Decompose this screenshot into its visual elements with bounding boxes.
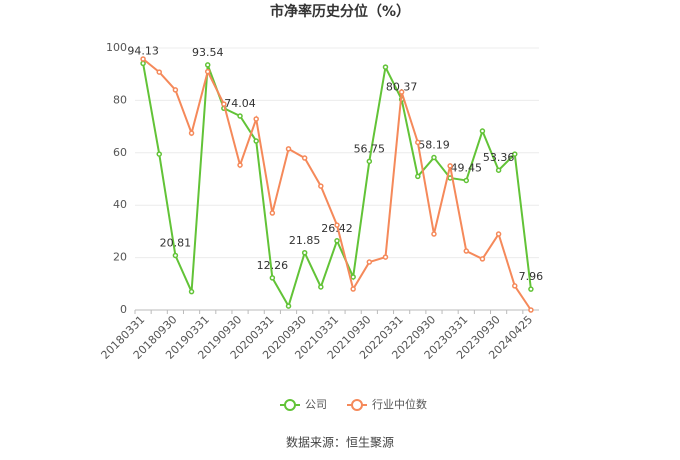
point xyxy=(350,286,356,292)
point xyxy=(334,222,340,228)
data-label: 49.45 xyxy=(451,161,483,174)
point xyxy=(318,284,324,290)
data-label: 21.85 xyxy=(289,234,321,247)
point xyxy=(237,162,243,168)
legend-marker xyxy=(351,399,363,411)
point xyxy=(269,210,276,216)
point xyxy=(431,154,437,161)
point xyxy=(479,128,486,134)
point xyxy=(172,87,179,93)
source-note: 数据来源：恒生聚源 xyxy=(286,435,394,450)
legend: 公司 行业中位数 xyxy=(280,397,427,411)
point xyxy=(237,113,243,119)
legend-label: 公司 xyxy=(305,398,327,411)
data-label: 74.04 xyxy=(224,97,256,110)
point xyxy=(463,177,470,184)
point xyxy=(398,89,405,95)
y-tick-label: 40 xyxy=(113,198,127,211)
point xyxy=(172,252,179,259)
data-label: 56.75 xyxy=(354,142,386,155)
y-tick-label: 20 xyxy=(113,251,127,264)
series-line xyxy=(142,58,532,311)
point xyxy=(188,288,195,295)
point xyxy=(463,248,470,254)
data-label: 53.36 xyxy=(483,151,515,164)
point xyxy=(431,231,437,237)
point xyxy=(495,231,502,237)
legend-marker xyxy=(284,399,296,411)
point xyxy=(204,62,211,68)
y-tick-label: 100 xyxy=(106,41,127,54)
point xyxy=(382,254,389,260)
point xyxy=(479,256,486,262)
y-tick-label: 0 xyxy=(120,303,127,316)
point xyxy=(285,146,292,152)
point xyxy=(382,64,389,70)
data-label: 93.54 xyxy=(192,46,224,59)
point xyxy=(156,151,162,157)
y-tick-label: 80 xyxy=(113,93,127,106)
point xyxy=(301,155,308,161)
chart-title: 市净率历史分位（%） xyxy=(270,3,410,20)
point xyxy=(528,307,534,313)
point xyxy=(528,286,534,292)
point xyxy=(188,130,195,136)
point xyxy=(512,283,518,289)
point xyxy=(285,303,292,309)
point xyxy=(366,158,373,165)
point xyxy=(301,250,308,256)
data-label: 7.96 xyxy=(519,270,544,283)
point xyxy=(334,238,340,244)
data-label: 12.26 xyxy=(257,259,289,272)
data-label: 58.19 xyxy=(418,139,450,152)
point xyxy=(447,163,453,169)
data-label: 20.81 xyxy=(160,236,192,249)
data-label: 80.37 xyxy=(386,80,418,93)
point xyxy=(512,151,518,157)
point xyxy=(269,275,276,281)
point xyxy=(366,259,373,265)
point xyxy=(221,101,227,107)
data-label: 94.13 xyxy=(127,44,159,57)
point xyxy=(140,56,146,62)
point xyxy=(140,60,146,67)
point xyxy=(253,116,259,122)
legend-label: 行业中位数 xyxy=(372,397,427,411)
point xyxy=(156,69,162,75)
point xyxy=(415,139,421,146)
point xyxy=(253,138,259,144)
point xyxy=(350,274,356,280)
point xyxy=(495,167,502,173)
point xyxy=(204,68,211,75)
y-tick-label: 60 xyxy=(113,146,127,159)
point xyxy=(318,183,324,189)
point xyxy=(415,173,421,180)
